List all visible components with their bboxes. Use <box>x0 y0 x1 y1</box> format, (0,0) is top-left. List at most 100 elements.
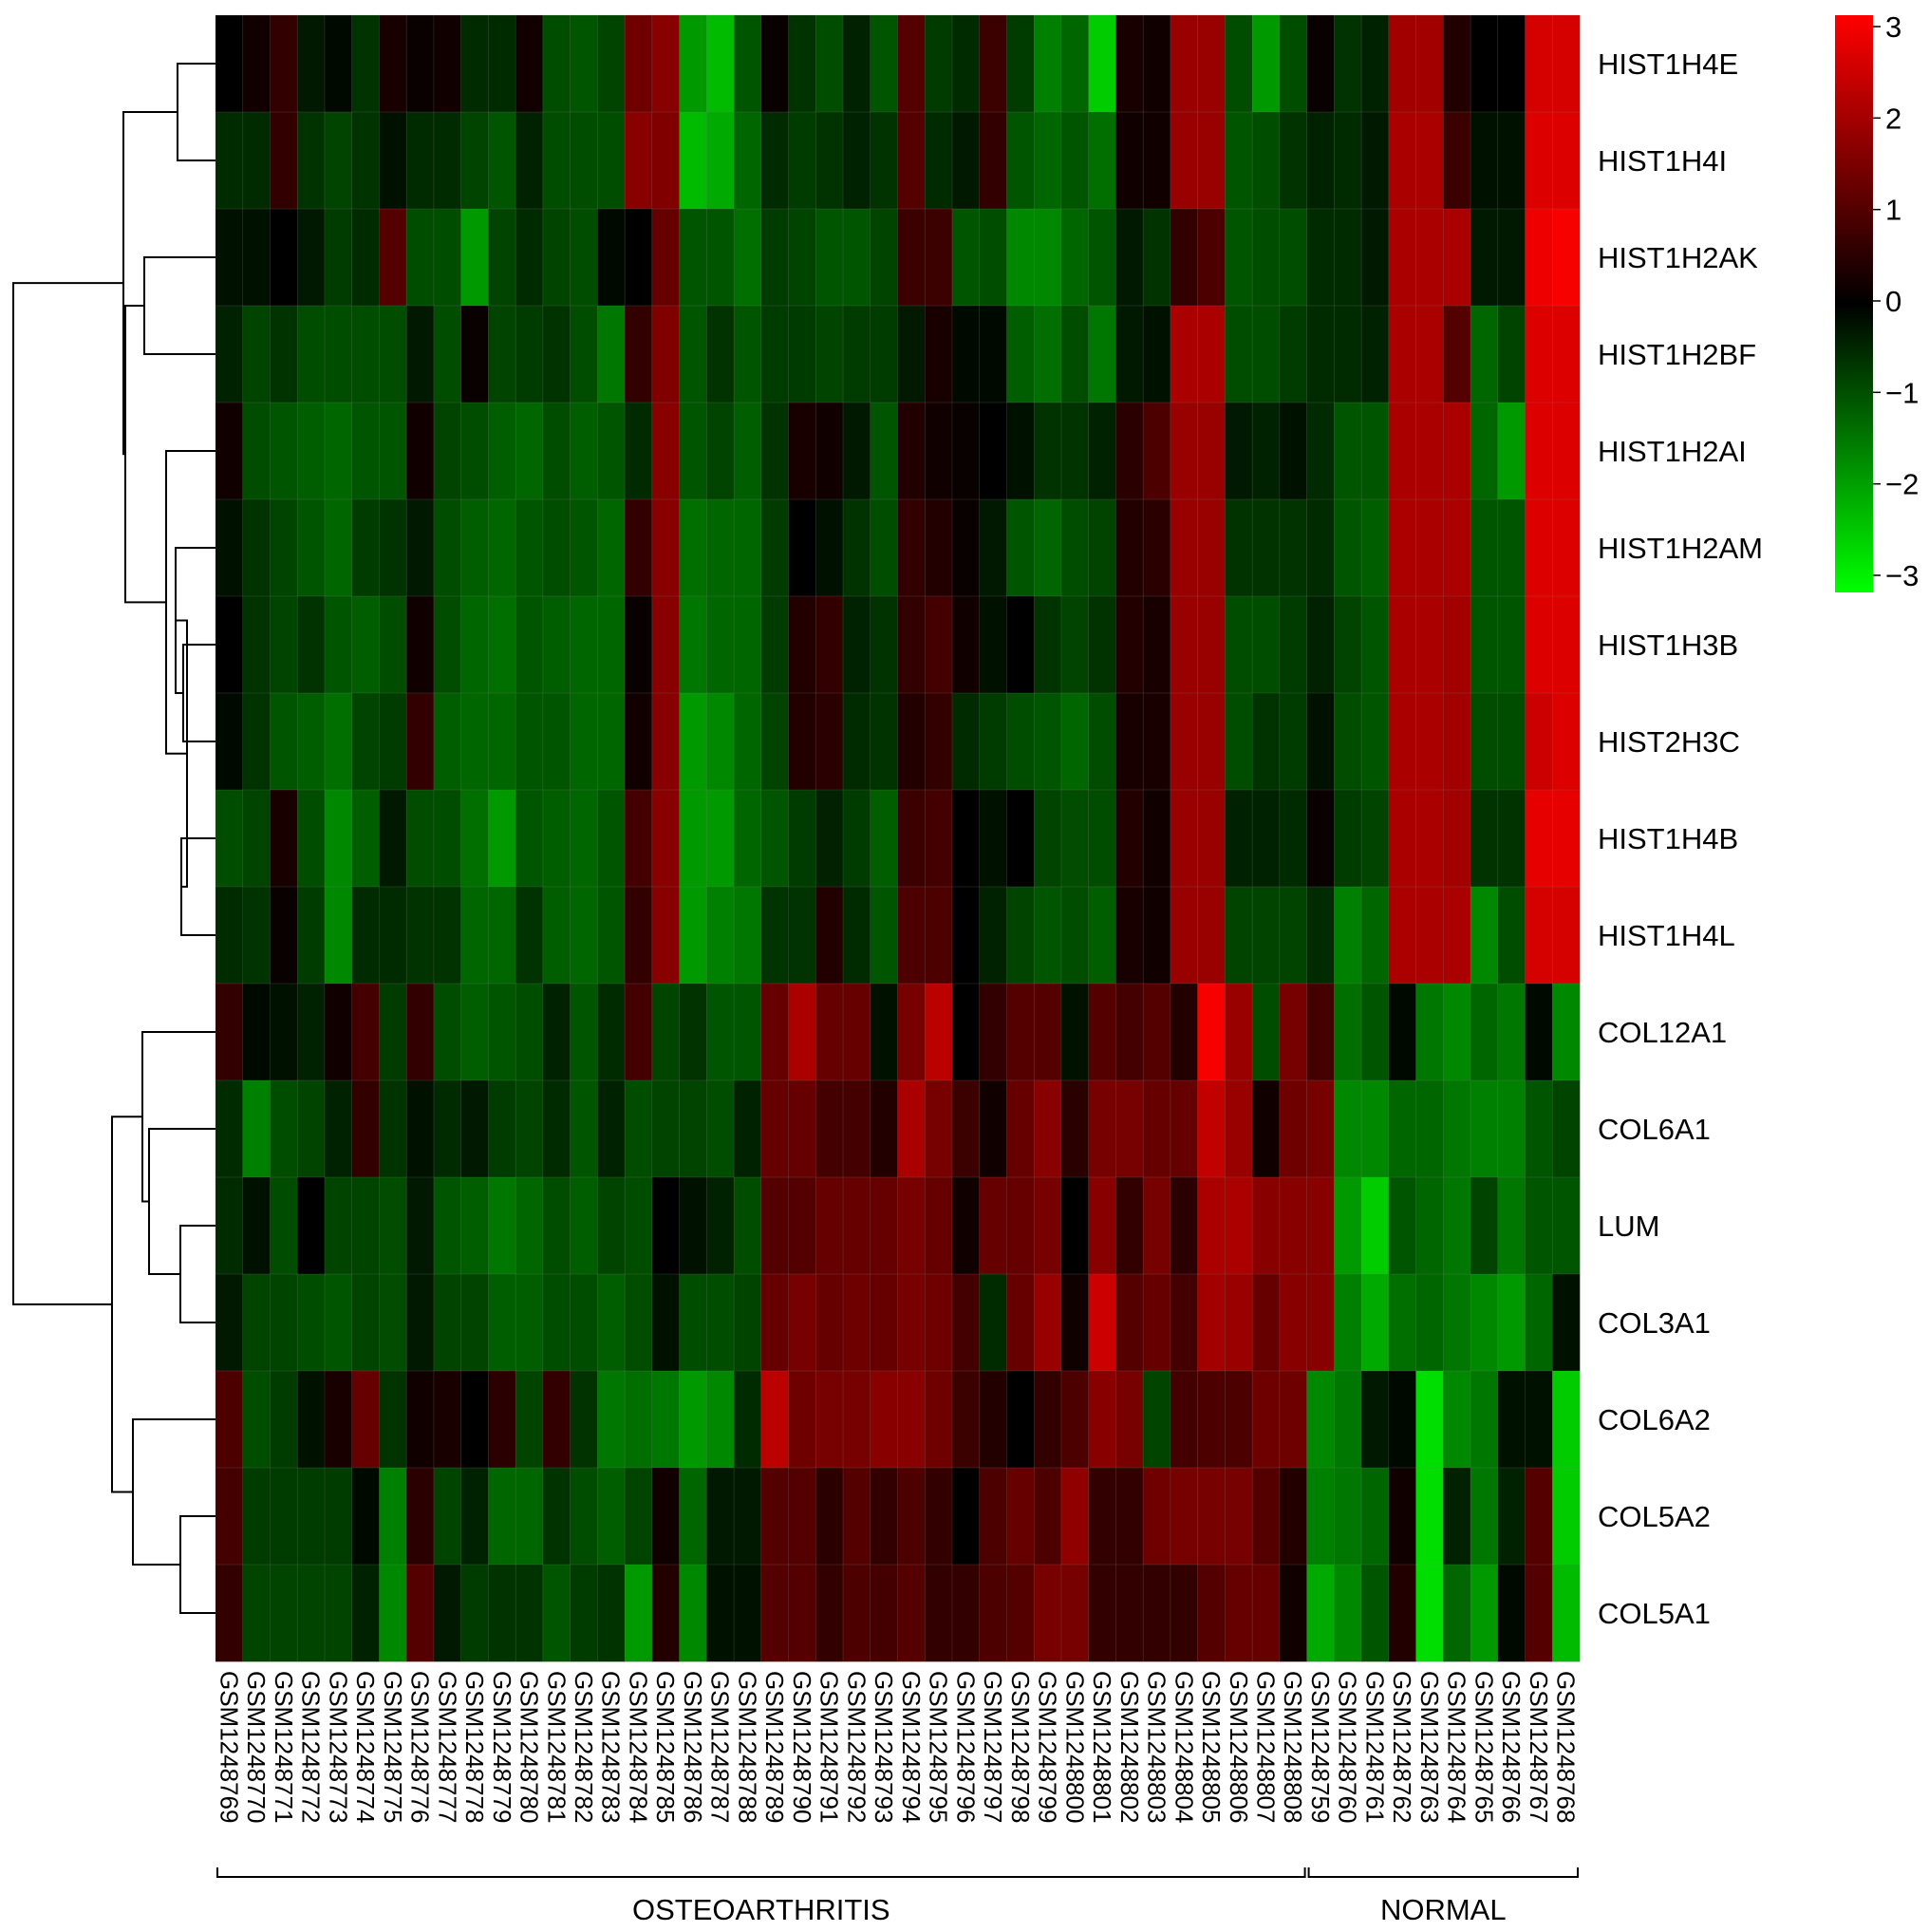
heatmap-cell <box>788 789 816 888</box>
heatmap-cell <box>924 305 953 403</box>
heatmap-cell <box>1142 886 1171 985</box>
dendrogram-branch <box>182 644 215 742</box>
heatmap-cell <box>1251 498 1281 597</box>
heatmap-cell <box>924 402 953 500</box>
heatmap-cell <box>433 1467 462 1566</box>
column-label: GSM1248772 <box>297 1671 326 1823</box>
heatmap-cell <box>379 1273 407 1372</box>
heatmap-cell <box>706 14 735 113</box>
column-label: GSM1248793 <box>870 1671 898 1823</box>
heatmap-cell <box>1334 983 1362 1081</box>
heatmap-cell <box>324 14 353 113</box>
heatmap-cell <box>379 1564 407 1662</box>
heatmap-cell <box>1415 111 1444 210</box>
heatmap-cell <box>788 1273 816 1372</box>
heatmap-cell <box>597 111 626 210</box>
heatmap-cell <box>1006 1176 1035 1275</box>
heatmap-cell <box>679 1564 707 1662</box>
heatmap-cell <box>597 498 626 597</box>
heatmap-cell <box>1060 886 1090 985</box>
heatmap-cell <box>897 1370 926 1469</box>
heatmap-cell <box>897 692 926 791</box>
heatmap-cell <box>788 1564 816 1662</box>
heatmap-cell <box>706 1370 735 1469</box>
heatmap-cell <box>405 595 435 694</box>
heatmap-cell <box>624 983 653 1081</box>
heatmap-cell <box>488 14 516 113</box>
heatmap-cell <box>1360 1370 1390 1469</box>
heatmap-cell <box>1360 305 1390 403</box>
heatmap-cell <box>1033 1176 1062 1275</box>
row-label: LUM <box>1598 1210 1659 1243</box>
column-label: GSM1248759 <box>1306 1671 1335 1823</box>
heatmap-cell <box>597 789 626 888</box>
heatmap-cell <box>706 1176 735 1275</box>
row-label: HIST1H4L <box>1598 919 1735 952</box>
heatmap-cell <box>1470 111 1499 210</box>
heatmap-cell <box>405 692 435 791</box>
heatmap-cell <box>1388 1079 1417 1178</box>
heatmap-cell <box>924 1079 953 1178</box>
heatmap-cell <box>1551 208 1581 307</box>
heatmap-cell <box>1279 692 1308 791</box>
heatmap-cell <box>242 1273 272 1372</box>
heatmap-cell <box>460 1273 490 1372</box>
heatmap-cell <box>1197 1467 1226 1566</box>
column-label: GSM1248788 <box>733 1671 761 1823</box>
heatmap-cell <box>624 1176 653 1275</box>
heatmap-cell <box>733 111 762 210</box>
heatmap-cell <box>515 1467 544 1566</box>
column-label: GSM1248789 <box>760 1671 789 1823</box>
heatmap-cell <box>1279 595 1308 694</box>
heatmap-cell <box>597 14 626 113</box>
heatmap-cell <box>351 498 381 597</box>
column-label: GSM1248782 <box>570 1671 598 1823</box>
heatmap-cell <box>270 305 298 403</box>
heatmap-cell <box>1115 595 1144 694</box>
heatmap-cell <box>733 1370 762 1469</box>
heatmap-cell <box>1142 595 1171 694</box>
heatmap-cell <box>924 692 953 791</box>
heatmap-cell <box>760 111 790 210</box>
column-label: GSM1248785 <box>651 1671 680 1823</box>
heatmap-cell <box>979 1370 1008 1469</box>
heatmap-cell <box>570 886 598 985</box>
heatmap-cell <box>542 1370 571 1469</box>
heatmap-cell <box>597 692 626 791</box>
heatmap-cell <box>1251 886 1281 985</box>
heatmap-cell <box>379 111 407 210</box>
heatmap-cell <box>570 983 598 1081</box>
heatmap-cell <box>570 1467 598 1566</box>
heatmap-cell <box>1251 1370 1281 1469</box>
heatmap-cell <box>624 692 653 791</box>
heatmap-cell <box>215 595 244 694</box>
heatmap-cell <box>679 886 707 985</box>
heatmap-cell <box>242 498 272 597</box>
heatmap-cell <box>1006 208 1035 307</box>
heatmap-cell <box>1170 208 1199 307</box>
heatmap-cell <box>1006 498 1035 597</box>
heatmap-cell <box>1251 208 1281 307</box>
row-label: HIST1H2AK <box>1598 241 1758 274</box>
heatmap-cell <box>870 14 899 113</box>
heatmap-cell <box>296 1467 326 1566</box>
heatmap-cell <box>924 789 953 888</box>
heatmap-cell <box>433 208 462 307</box>
heatmap-cell <box>1525 1273 1553 1372</box>
heatmap-cell <box>760 692 790 791</box>
heatmap-cell <box>1006 1467 1035 1566</box>
heatmap-cell <box>706 789 735 888</box>
heatmap-cell <box>1033 402 1062 500</box>
heatmap-cell <box>1170 1176 1199 1275</box>
heatmap-cell <box>542 402 571 500</box>
heatmap-cell <box>597 1467 626 1566</box>
heatmap-cell <box>1360 1176 1390 1275</box>
heatmap-cell <box>1525 111 1553 210</box>
heatmap-cell <box>1443 983 1471 1081</box>
heatmap-cell <box>1443 692 1471 791</box>
column-label: GSM1248797 <box>979 1671 1007 1823</box>
heatmap-cell <box>1088 1370 1117 1469</box>
heatmap-cell <box>1388 692 1417 791</box>
group-bracket <box>216 1867 1306 1878</box>
heatmap-cell <box>733 692 762 791</box>
